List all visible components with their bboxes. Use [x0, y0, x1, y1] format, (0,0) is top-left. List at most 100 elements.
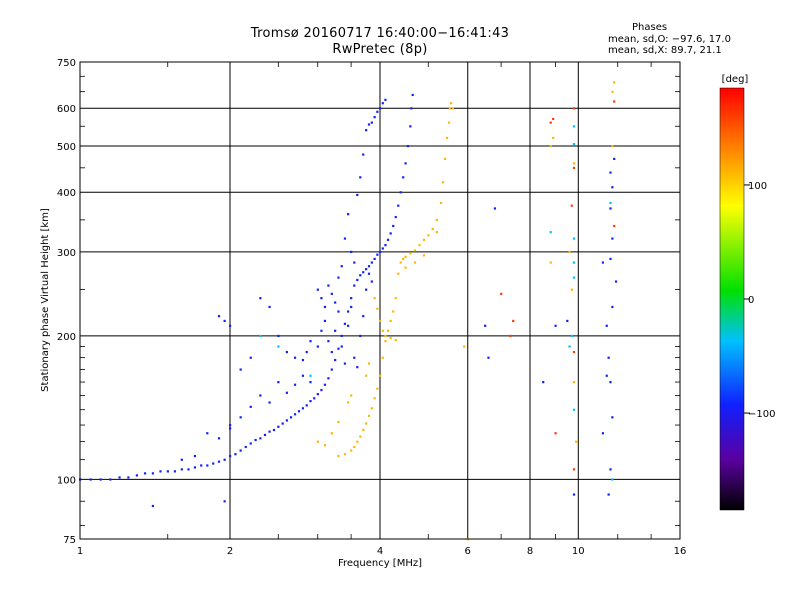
data-point — [493, 207, 497, 210]
data-point — [293, 413, 297, 416]
data-point — [337, 276, 340, 279]
data-point — [572, 276, 576, 279]
data-point — [244, 445, 247, 449]
data-point — [217, 460, 221, 463]
data-point — [386, 238, 390, 241]
data-point — [613, 224, 616, 228]
data-point — [384, 98, 387, 101]
data-point — [607, 493, 610, 496]
data-point — [330, 432, 333, 435]
y-tick-label: 200 — [57, 332, 76, 343]
data-point — [285, 391, 288, 394]
data-point — [487, 356, 490, 359]
data-point — [613, 157, 616, 161]
data-point — [463, 345, 466, 348]
data-point — [293, 383, 297, 386]
data-point — [367, 272, 371, 275]
data-point — [330, 368, 333, 371]
colorbar-tick-label: −100 — [748, 409, 775, 420]
data-point — [313, 397, 316, 400]
data-point — [212, 462, 215, 465]
data-point — [263, 433, 267, 437]
data-point — [611, 186, 614, 189]
data-point — [217, 315, 221, 318]
y-tick-label: 500 — [57, 142, 76, 153]
data-point — [601, 261, 605, 264]
data-point — [484, 324, 487, 327]
data-point — [611, 305, 614, 309]
data-point — [373, 116, 376, 119]
data-point — [239, 416, 242, 419]
data-point — [337, 347, 340, 350]
data-point — [359, 176, 362, 179]
data-point — [572, 107, 576, 110]
data-point — [359, 334, 362, 338]
data-point — [575, 440, 578, 443]
data-point — [320, 329, 323, 332]
data-point — [89, 478, 92, 481]
data-point — [605, 374, 608, 377]
data-point — [249, 442, 252, 445]
data-point — [373, 297, 376, 300]
data-point — [554, 324, 557, 327]
data-point — [301, 374, 305, 377]
data-point — [568, 345, 571, 348]
data-point — [206, 464, 209, 467]
data-point — [449, 102, 453, 105]
data-point — [397, 272, 400, 275]
data-point — [409, 125, 412, 128]
data-point — [394, 215, 397, 219]
data-point — [356, 278, 359, 282]
data-point — [254, 438, 257, 442]
data-point — [376, 253, 379, 256]
data-point — [259, 297, 262, 300]
data-point — [223, 319, 226, 323]
data-point — [365, 374, 368, 377]
y-axis-label: Stationary phase Virtual Height [km] — [40, 208, 51, 392]
data-point — [367, 123, 371, 126]
y-tick-label: 300 — [57, 248, 76, 259]
data-point — [316, 345, 319, 348]
data-point — [611, 478, 614, 481]
data-point — [320, 388, 323, 392]
data-point — [570, 204, 573, 207]
data-point — [330, 292, 333, 295]
data-point — [356, 366, 359, 369]
data-point — [268, 401, 271, 404]
data-point — [277, 381, 280, 384]
data-point — [309, 381, 312, 384]
data-point — [512, 319, 515, 323]
data-point — [552, 136, 555, 140]
data-point — [611, 416, 614, 419]
data-point — [353, 261, 356, 264]
data-point — [411, 93, 414, 97]
data-point — [259, 437, 262, 440]
data-point — [554, 432, 557, 435]
data-point — [609, 257, 612, 261]
data-point — [422, 254, 426, 257]
data-point — [334, 358, 337, 362]
data-point — [350, 449, 353, 452]
data-point — [346, 310, 350, 313]
y-tick-label: 400 — [57, 188, 76, 199]
data-point — [229, 427, 232, 430]
data-point — [611, 144, 614, 148]
y-tick-label: 100 — [57, 475, 76, 486]
phase-line-x: mean, sd,X: 89.7, 21.1 — [608, 45, 722, 56]
data-point — [394, 297, 397, 300]
colorbar-tick-label: 0 — [748, 295, 754, 306]
data-point — [268, 305, 271, 309]
data-point — [566, 319, 569, 323]
data-point — [301, 358, 305, 362]
data-point — [549, 261, 552, 264]
data-point — [389, 336, 392, 340]
data-point — [193, 466, 197, 469]
data-point — [327, 377, 330, 380]
data-point — [309, 400, 312, 403]
phase-box-title: Phases — [632, 22, 668, 33]
data-point — [127, 476, 130, 479]
data-point — [365, 422, 368, 425]
data-point — [384, 244, 387, 247]
data-point — [413, 249, 417, 252]
data-point — [362, 153, 365, 156]
